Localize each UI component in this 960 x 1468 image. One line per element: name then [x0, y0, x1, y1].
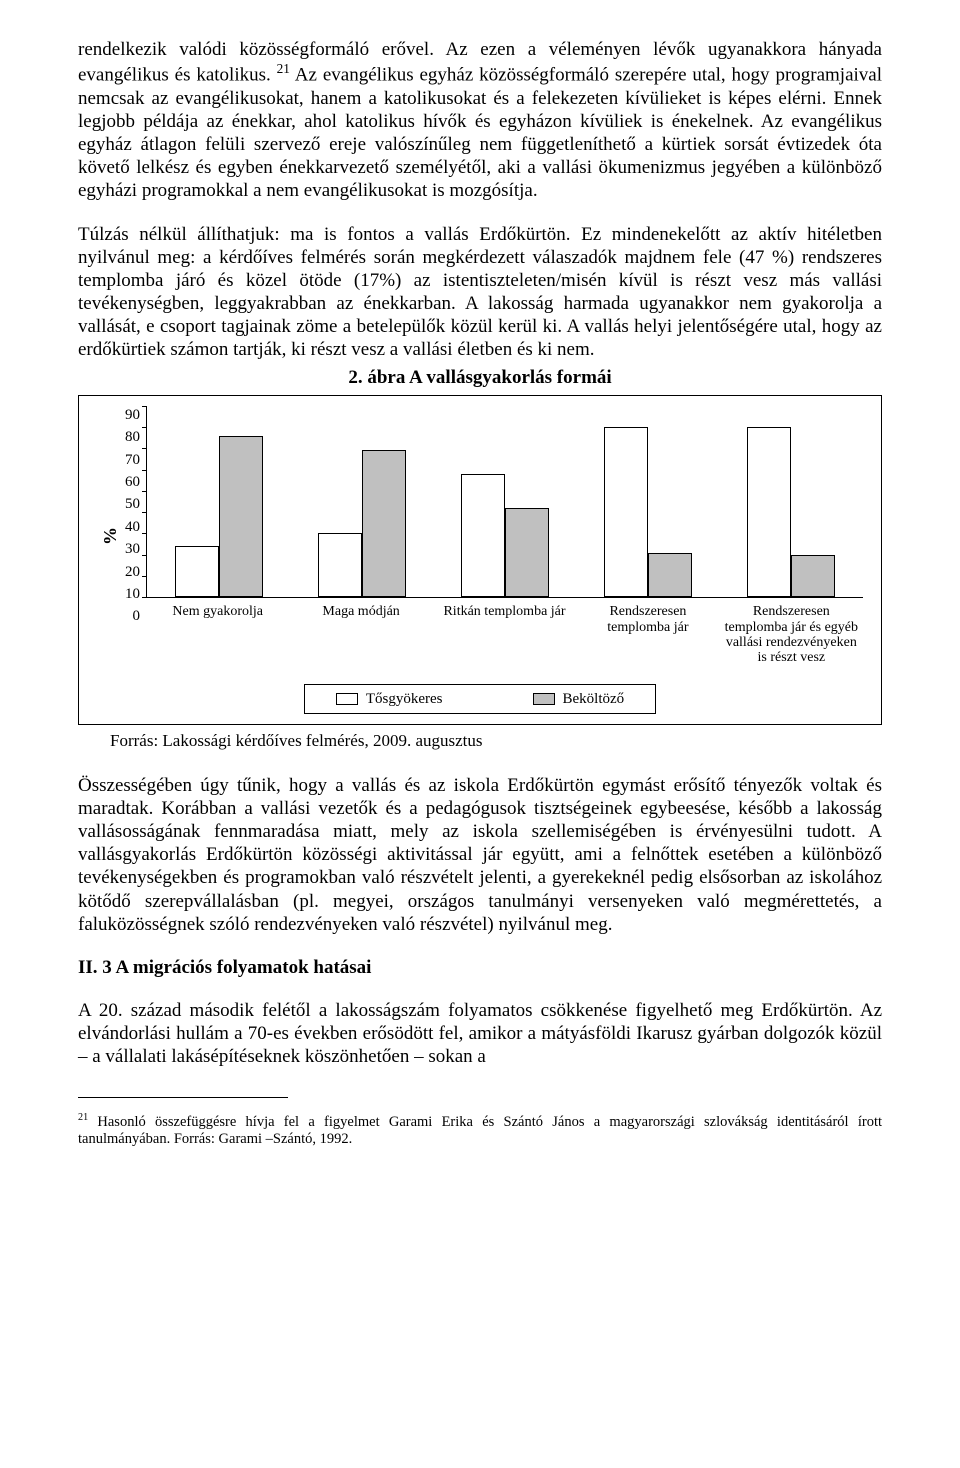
- chart-container: % 90 80 70 60 50 40 30 20 10 0 Nem gyako…: [78, 395, 882, 725]
- footnote-text: Hasonló összefüggésre hívja fel a figyel…: [78, 1114, 882, 1147]
- chart-legend: Tősgyökeres Beköltöző: [304, 684, 656, 714]
- xlabel: Rendszeresen templomba jár: [576, 604, 719, 666]
- chart-ylabel: %: [97, 406, 125, 666]
- ytick: 80: [125, 428, 140, 446]
- section-heading: II. 3 A migrációs folyamatok hatásai: [78, 956, 882, 979]
- legend-label: Tősgyökeres: [366, 690, 443, 708]
- chart-plot: [146, 406, 863, 598]
- ytick: 50: [125, 495, 140, 513]
- bar: [648, 553, 692, 598]
- ytick: 70: [125, 451, 140, 469]
- xlabel: Nem gyakorolja: [146, 604, 289, 666]
- ytick: 10: [125, 585, 140, 603]
- ytick: 40: [125, 518, 140, 536]
- bar-group: [147, 406, 290, 597]
- legend-item: Tősgyökeres: [336, 690, 443, 708]
- chart-inner: % 90 80 70 60 50 40 30 20 10 0 Nem gyako…: [97, 406, 863, 666]
- spacer: [78, 203, 882, 223]
- bar: [219, 436, 263, 598]
- bar-group: [577, 406, 720, 597]
- xlabel: Rendszeresen templomba jár és egyéb vall…: [720, 604, 863, 666]
- footnote-number: 21: [78, 1112, 88, 1123]
- paragraph-4: A 20. század második felétől a lakosságs…: [78, 999, 882, 1069]
- ytick: 60: [125, 473, 140, 491]
- legend-item: Beköltöző: [533, 690, 625, 708]
- ytick: 30: [125, 540, 140, 558]
- ytick: 20: [125, 563, 140, 581]
- paragraph-2: Túlzás nélkül állíthatjuk: ma is fontos …: [78, 223, 882, 362]
- bar-group: [433, 406, 576, 597]
- bar: [175, 546, 219, 597]
- page: rendelkezik valódi közösségformáló erőve…: [0, 0, 960, 1213]
- bar-group: [720, 406, 863, 597]
- chart-xlabels: Nem gyakorolja Maga módján Ritkán templo…: [146, 598, 863, 666]
- ytick: 90: [125, 406, 140, 424]
- chart-title: 2. ábra A vallásgyakorlás formái: [78, 366, 882, 389]
- footnote-ref-21: 21: [277, 61, 290, 76]
- bar: [318, 533, 362, 597]
- bar: [505, 508, 549, 597]
- bar: [604, 427, 648, 597]
- footnote-rule: [78, 1097, 288, 1098]
- bar: [461, 474, 505, 597]
- chart-ylabel-text: %: [100, 527, 122, 545]
- bar-group: [290, 406, 433, 597]
- paragraph-3: Összességében úgy tűnik, hogy a vallás é…: [78, 774, 882, 936]
- bar: [791, 555, 835, 598]
- bar: [362, 450, 406, 597]
- legend-swatch: [336, 693, 358, 705]
- chart-source: Forrás: Lakossági kérdőíves felmérés, 20…: [110, 731, 882, 752]
- legend-label: Beköltöző: [563, 690, 625, 708]
- xlabel: Ritkán templomba jár: [433, 604, 576, 666]
- footnote-21: 21 Hasonló összefüggésre hívja fel a fig…: [78, 1112, 882, 1149]
- plot-wrap: Nem gyakorolja Maga módján Ritkán templo…: [146, 406, 863, 666]
- xlabel: Maga módján: [289, 604, 432, 666]
- bar: [747, 427, 791, 597]
- chart-yticks: 90 80 70 60 50 40 30 20 10 0: [125, 406, 146, 626]
- legend-swatch: [533, 693, 555, 705]
- ytick: 0: [133, 607, 141, 625]
- paragraph-1-lead: rendelkezik valódi közösségformáló erőve…: [78, 38, 882, 203]
